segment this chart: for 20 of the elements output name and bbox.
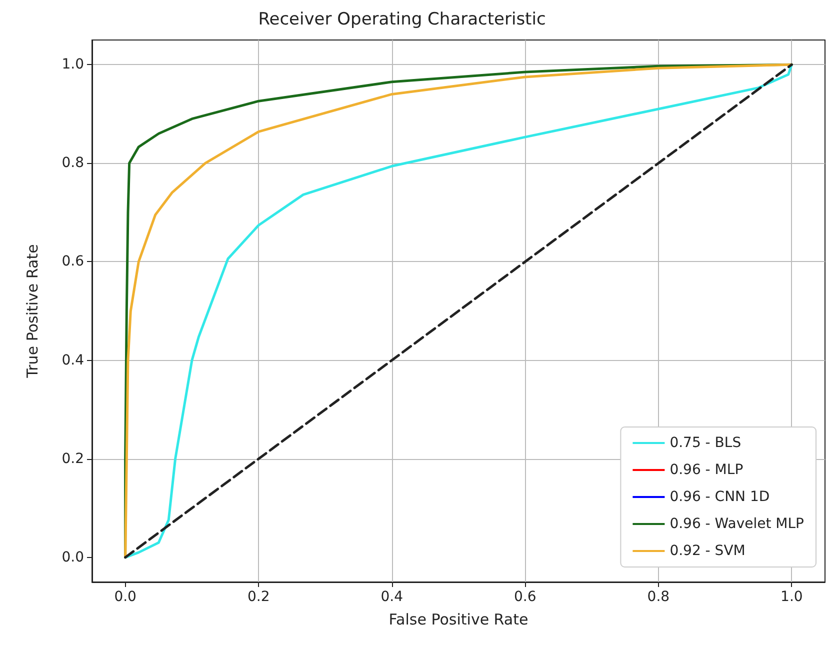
x-tick-label: 0.2 bbox=[247, 589, 270, 605]
legend-label: 0.96 - Wavelet MLP bbox=[670, 516, 804, 532]
chart-title: Receiver Operating Characteristic bbox=[258, 10, 546, 30]
y-tick-label: 0.0 bbox=[62, 549, 84, 566]
y-axis-title: True Positive Rate bbox=[24, 244, 42, 379]
x-tick-label: 0.6 bbox=[514, 589, 536, 605]
y-tick-label: 0.4 bbox=[62, 352, 84, 368]
legend-label: 0.75 - BLS bbox=[670, 435, 742, 451]
x-tick-label: 0.4 bbox=[380, 589, 404, 605]
legend-label: 0.96 - CNN 1D bbox=[670, 489, 770, 505]
legend-label: 0.96 - MLP bbox=[670, 462, 744, 478]
x-tick-label: 0.8 bbox=[647, 589, 670, 605]
y-tick-label: 0.2 bbox=[62, 450, 84, 467]
x-tick-label: 0.0 bbox=[114, 589, 136, 605]
y-tick-label: 1.0 bbox=[62, 56, 84, 73]
y-tick-label: 0.8 bbox=[62, 155, 84, 172]
y-tick-label: 0.6 bbox=[62, 254, 84, 270]
x-axis-title: False Positive Rate bbox=[388, 610, 528, 628]
legend-label: 0.92 - SVM bbox=[670, 543, 746, 559]
x-tick-label: 1.0 bbox=[780, 589, 803, 605]
